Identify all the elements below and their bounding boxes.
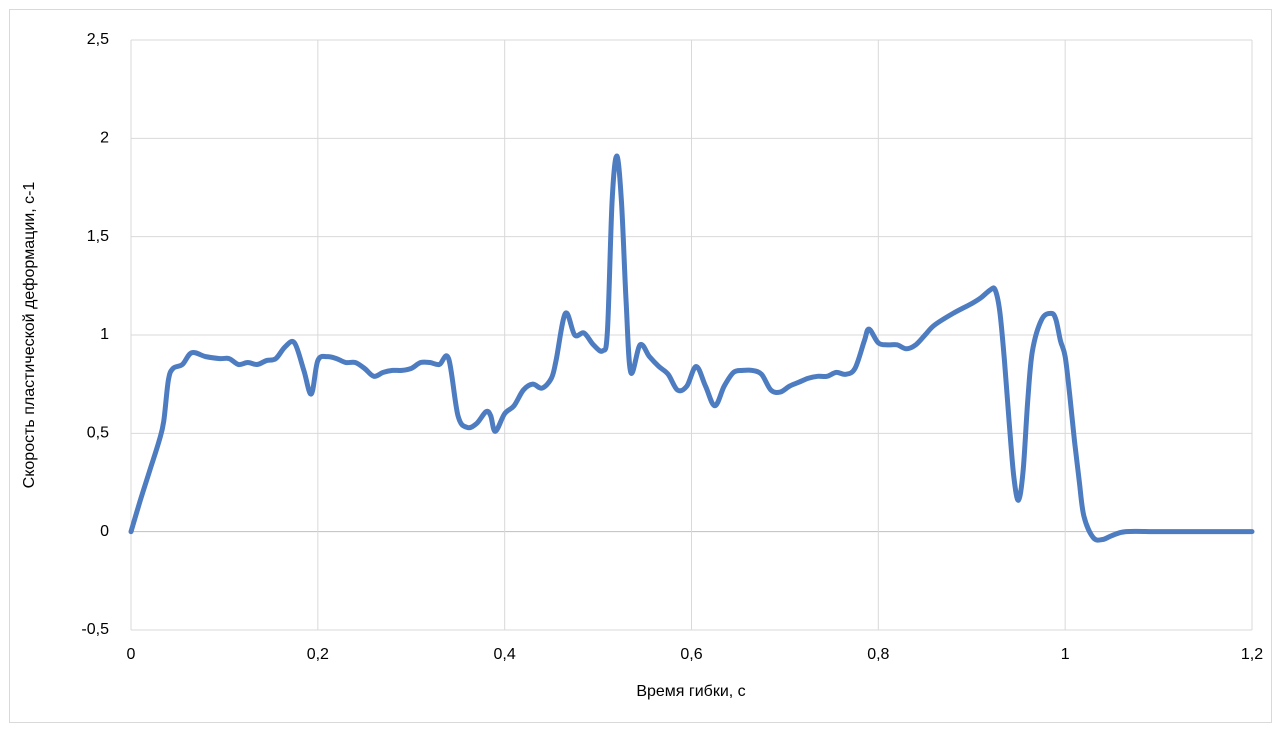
y-tick-label: 0 xyxy=(100,523,109,540)
y-tick-label: 2 xyxy=(100,130,109,147)
x-tick-label: 0,4 xyxy=(494,646,516,663)
x-tick-label: 0,8 xyxy=(867,646,889,663)
y-tick-label: 1 xyxy=(100,326,109,343)
y-tick-label: 0,5 xyxy=(87,425,109,442)
y-axis-title: Скорость пластической деформации, с-1 xyxy=(21,182,38,489)
x-axis-title: Время гибки, с xyxy=(636,683,745,700)
y-tick-label: 1,5 xyxy=(87,228,109,245)
y-tick-label: 2,5 xyxy=(87,31,109,48)
x-tick-label: 0,2 xyxy=(307,646,329,663)
x-tick-label: 0 xyxy=(127,646,136,663)
data-line xyxy=(128,153,1255,543)
y-tick-label: -0,5 xyxy=(81,621,109,638)
chart-border xyxy=(9,9,1272,723)
x-tick-label: 1 xyxy=(1061,646,1070,663)
x-tick-label: 1,2 xyxy=(1241,646,1263,663)
x-tick-label: 0,6 xyxy=(680,646,702,663)
